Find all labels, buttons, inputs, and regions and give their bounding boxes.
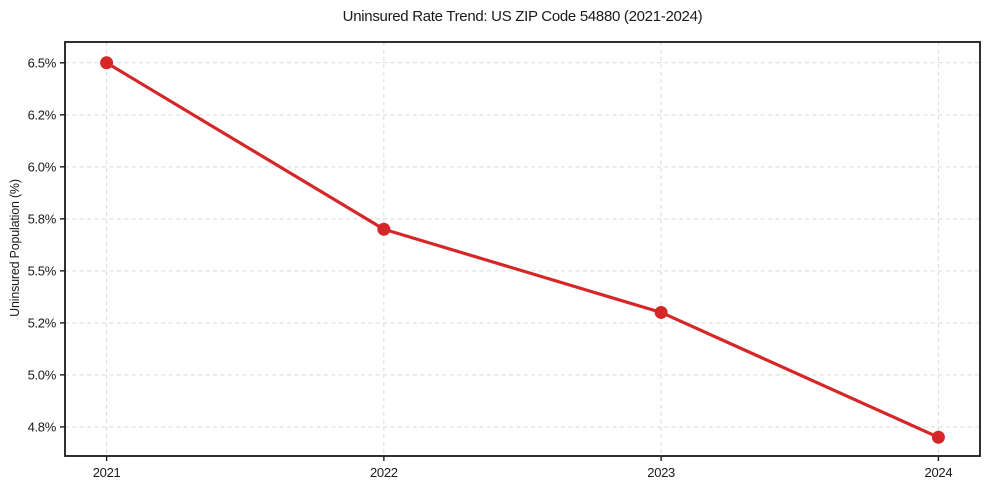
plot-border (64, 41, 981, 457)
x-tick-label: 2021 (93, 465, 121, 480)
y-tick-label: 4.8% (28, 419, 57, 434)
data-point-2021 (100, 56, 114, 70)
y-tick-label: 5.0% (28, 367, 57, 382)
y-tick-label: 5.2% (28, 315, 57, 330)
chart-title: Uninsured Rate Trend: US ZIP Code 54880 … (342, 8, 703, 25)
gridlines (65, 42, 980, 456)
y-tick-label: 6.2% (28, 107, 57, 122)
data-point-2022 (377, 222, 391, 236)
x-tick-label: 2022 (370, 465, 398, 480)
axis-ticks: 6.5% 6.2% 6.0% 5.8% 5.5% 5.2% 5.0% 4.8% 2021 2022… (28, 55, 953, 480)
data-point-2023 (654, 305, 668, 319)
y-tick-label: 5.8% (28, 211, 57, 226)
trend-line (104, 61, 941, 439)
y-tick-label: 6.5% (28, 55, 57, 70)
y-tick-label: 6.0% (28, 159, 57, 174)
x-tick-label: 2023 (647, 465, 675, 480)
trend-line-series (100, 56, 945, 444)
axes-spines (64, 41, 981, 457)
y-tick-label: 5.5% (28, 263, 57, 278)
x-tick-label: 2024 (925, 465, 953, 480)
data-point-2024 (931, 430, 945, 444)
